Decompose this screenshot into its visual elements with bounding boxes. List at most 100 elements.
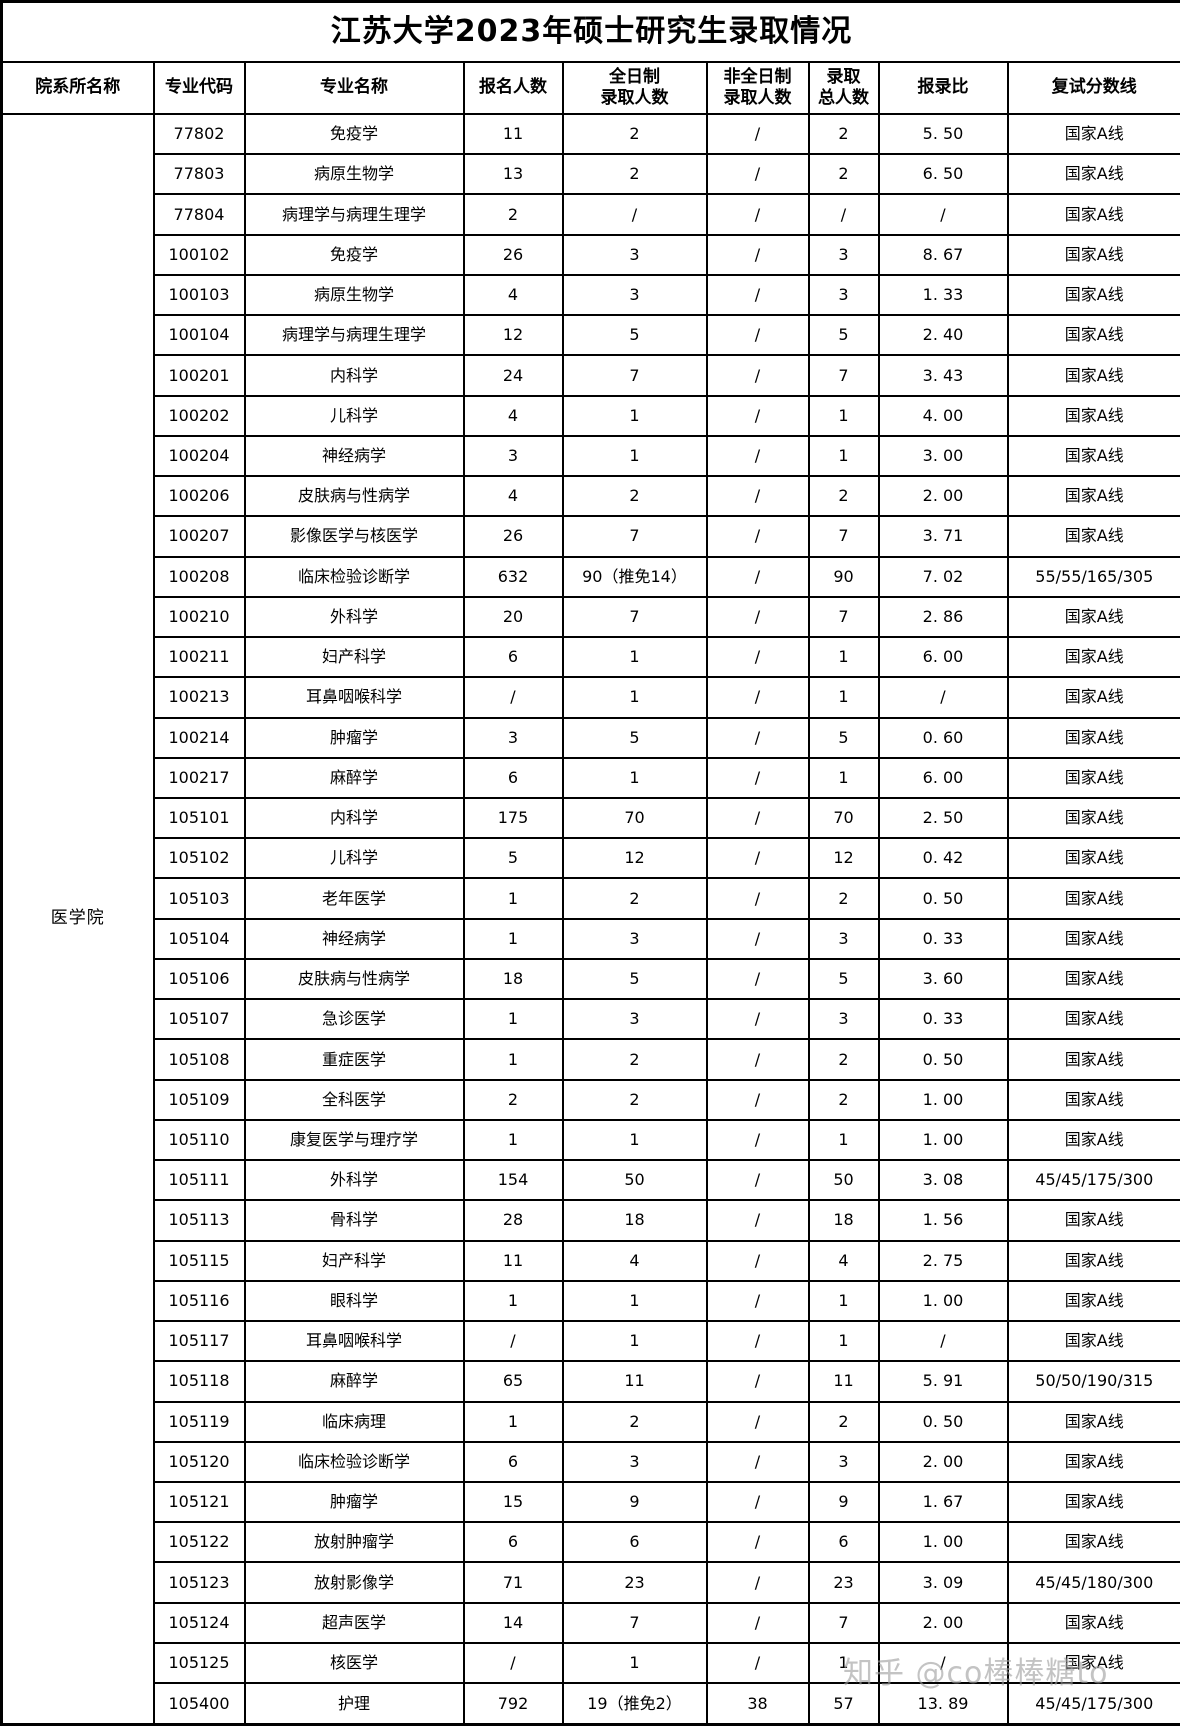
- cell-major-code: 77804: [152, 193, 246, 236]
- cell-major-name: 临床病理: [243, 1400, 465, 1443]
- cell-ratio: 0. 33: [877, 917, 1009, 960]
- cell-score-line: 国家A线: [1006, 676, 1180, 719]
- cell-major-code: 77803: [152, 153, 246, 196]
- cell-score-line: 国家A线: [1006, 354, 1180, 397]
- cell-fulltime-admitted: 50: [561, 1159, 708, 1202]
- cell-major-code: 100206: [152, 475, 246, 518]
- cell-ratio: 6. 00: [877, 636, 1009, 679]
- cell-score-line: 国家A线: [1006, 1118, 1180, 1162]
- table-body: 医学院 77802 免疫学 11 2/2 5. 50 国家A线 77803 病原生物学 13 2/2…: [0, 112, 1180, 1726]
- cell-applicants: 24: [462, 354, 564, 397]
- col-header-department: 院系所名称: [0, 61, 155, 115]
- cell-parttime-admitted: /: [705, 153, 810, 196]
- cell-parttime-admitted: /: [705, 837, 810, 880]
- table-row: 100207 影像医学与核医学 26 7/7 3. 71 国家A线: [2, 515, 1180, 558]
- cell-score-line: 国家A线: [1006, 1078, 1180, 1121]
- cell-applicants: 1: [462, 1118, 564, 1162]
- cell-total-admitted: 7: [807, 354, 880, 397]
- cell-ratio: 3. 71: [877, 515, 1009, 558]
- cell-applicants: 2: [462, 1078, 564, 1121]
- cell-parttime-admitted: /: [705, 1239, 810, 1282]
- cell-score-line: 国家A线: [1006, 153, 1180, 196]
- cell-applicants: 1: [462, 1400, 564, 1443]
- cell-score-line: 国家A线: [1006, 1239, 1180, 1282]
- cell-applicants: 26: [462, 515, 564, 558]
- cell-parttime-admitted: /: [705, 756, 810, 799]
- cell-score-line: 45/45/175/300: [1006, 1159, 1180, 1202]
- cell-major-code: 105123: [152, 1561, 246, 1604]
- cell-ratio: 1. 33: [877, 273, 1009, 317]
- cell-score-line: 国家A线: [1006, 917, 1180, 960]
- cell-score-line: 国家A线: [1006, 475, 1180, 518]
- col-header-score-line: 复试分数线: [1006, 61, 1180, 115]
- table-row: 105122 放射肿瘤学 6 6/6 1. 00 国家A线: [2, 1521, 1180, 1564]
- cell-applicants: 1: [462, 1279, 564, 1323]
- cell-parttime-admitted: /: [705, 1521, 810, 1564]
- cell-ratio: 0. 60: [877, 716, 1009, 759]
- cell-major-name: 护理: [243, 1682, 465, 1726]
- cell-parttime-admitted: /: [705, 796, 810, 840]
- cell-major-name: 耳鼻咽喉科学: [243, 1320, 465, 1363]
- cell-major-code: 105106: [152, 957, 246, 1001]
- cell-applicants: 3: [462, 716, 564, 759]
- cell-parttime-admitted: /: [705, 636, 810, 679]
- cell-total-admitted: /: [807, 193, 880, 236]
- cell-applicants: 4: [462, 475, 564, 518]
- cell-total-admitted: 1: [807, 1279, 880, 1323]
- cell-ratio: 4. 00: [877, 394, 1009, 437]
- table-row: 105110 康复医学与理疗学 1 1/1 1. 00 国家A线: [2, 1118, 1180, 1162]
- cell-ratio: 2. 75: [877, 1239, 1009, 1282]
- cell-major-name: 妇产科学: [243, 636, 465, 679]
- col-header-total-admitted: 录取 总人数: [807, 61, 880, 115]
- cell-total-admitted: 1: [807, 676, 880, 719]
- cell-applicants: 15: [462, 1480, 564, 1524]
- cell-major-name: 病原生物学: [243, 153, 465, 196]
- cell-fulltime-admitted: 18: [561, 1199, 708, 1242]
- cell-major-code: 105117: [152, 1320, 246, 1363]
- cell-major-name: 肿瘤学: [243, 716, 465, 759]
- cell-major-code: 100102: [152, 233, 246, 276]
- cell-total-admitted: 1: [807, 1641, 880, 1685]
- cell-parttime-admitted: /: [705, 555, 810, 598]
- cell-score-line: 国家A线: [1006, 1038, 1180, 1081]
- cell-major-code: 100103: [152, 273, 246, 317]
- table-row: 105118 麻醉学 65 11/11 5. 91 50/50/190/315: [2, 1360, 1180, 1403]
- cell-total-admitted: 1: [807, 394, 880, 437]
- cell-ratio: 1. 00: [877, 1078, 1009, 1121]
- cell-major-name: 核医学: [243, 1641, 465, 1685]
- header-row: 院系所名称 专业代码 专业名称 报名人数 全日制 录取人数 非全日制 录取人数 …: [0, 61, 1180, 115]
- cell-major-code: 100217: [152, 756, 246, 799]
- cell-parttime-admitted: /: [705, 314, 810, 357]
- cell-ratio: 2. 40: [877, 314, 1009, 357]
- cell-fulltime-admitted: 1: [561, 1641, 708, 1685]
- cell-score-line: 国家A线: [1006, 394, 1180, 437]
- cell-ratio: 3. 43: [877, 354, 1009, 397]
- cell-major-code: 100214: [152, 716, 246, 759]
- cell-applicants: 154: [462, 1159, 564, 1202]
- cell-fulltime-admitted: 3: [561, 273, 708, 317]
- cell-major-code: 105115: [152, 1239, 246, 1282]
- cell-major-name: 儿科学: [243, 394, 465, 437]
- cell-total-admitted: 5: [807, 957, 880, 1001]
- cell-parttime-admitted: /: [705, 515, 810, 558]
- cell-parttime-admitted: /: [705, 1400, 810, 1443]
- cell-total-admitted: 5: [807, 314, 880, 357]
- cell-total-admitted: 5: [807, 716, 880, 759]
- cell-major-name: 皮肤病与性病学: [243, 957, 465, 1001]
- cell-major-name: 病理学与病理生理学: [243, 193, 465, 236]
- cell-total-admitted: 2: [807, 1038, 880, 1081]
- cell-fulltime-admitted: 5: [561, 314, 708, 357]
- cell-major-code: 105104: [152, 917, 246, 960]
- cell-major-name: 耳鼻咽喉科学: [243, 676, 465, 719]
- cell-fulltime-admitted: 5: [561, 716, 708, 759]
- cell-score-line: 国家A线: [1006, 1440, 1180, 1483]
- table-row: 105400 护理 792 19（推免2） 38 57 13. 89 45/45/175/30…: [2, 1682, 1180, 1726]
- cell-score-line: 国家A线: [1006, 1480, 1180, 1524]
- cell-fulltime-admitted: 6: [561, 1521, 708, 1564]
- cell-fulltime-admitted: 2: [561, 112, 708, 156]
- cell-total-admitted: 90: [807, 555, 880, 598]
- cell-score-line: 国家A线: [1006, 515, 1180, 558]
- cell-parttime-admitted: /: [705, 1641, 810, 1685]
- cell-major-code: 77802: [152, 112, 246, 156]
